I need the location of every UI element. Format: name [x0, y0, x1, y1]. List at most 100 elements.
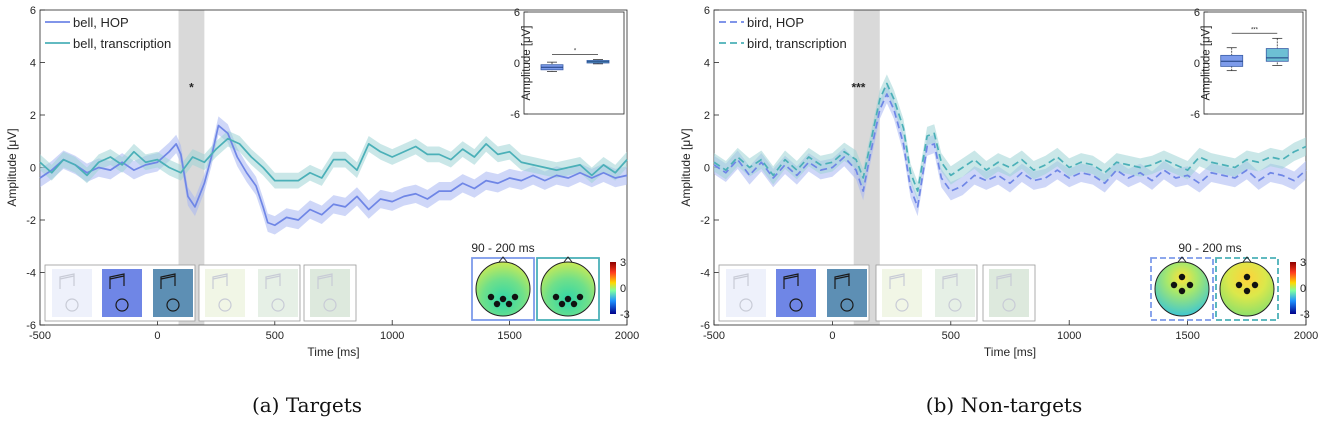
note-icon — [317, 273, 333, 289]
topomap-electrode — [552, 293, 560, 301]
colorbar — [610, 262, 616, 314]
note-icon — [212, 273, 228, 289]
topomap-electrode — [1186, 281, 1194, 289]
person-icon — [65, 298, 79, 312]
x-axis-label: Time [ms] — [307, 345, 359, 359]
y-tick-label: 6 — [30, 5, 36, 17]
topomap-electrode — [570, 300, 578, 308]
inset-y-axis-label: Amplitude [μV] — [521, 25, 533, 100]
person-icon — [948, 298, 962, 312]
panel-a: -6 -4 -2 0 2 4 6 -500 0 500 1000 1500 2000 Time [ms] A… — [5, 5, 639, 417]
x-tick-label: 0 — [154, 330, 160, 342]
y-tick-label: 4 — [30, 58, 36, 70]
colorbar-tick-label: 3 — [620, 257, 626, 269]
person-icon — [739, 298, 753, 312]
note-icon — [733, 273, 749, 289]
legend-entry-hop: bell, HOP — [73, 15, 129, 30]
inset-significance-marker: *** — [1251, 27, 1259, 33]
y-axis-label: Amplitude [μV] — [679, 128, 693, 206]
x-tick-label: 500 — [266, 330, 284, 342]
note-icon — [783, 273, 799, 289]
inset-y-axis-label: Amplitude [μV] — [1201, 25, 1213, 100]
inset-y-tick-label: 6 — [514, 7, 520, 19]
topomap-electrode — [1251, 281, 1259, 289]
person-icon — [166, 298, 180, 312]
note-icon — [834, 273, 850, 289]
y-axis-label: Amplitude [μV] — [5, 128, 19, 206]
topomap-nose — [563, 256, 573, 263]
inset-y-tick-label: 0 — [1194, 58, 1200, 70]
colorbar-tick-label: 0 — [620, 283, 626, 295]
person-icon — [840, 298, 854, 312]
person-icon — [218, 298, 232, 312]
significance-marker: * — [189, 80, 194, 94]
series-band-transcription — [714, 74, 1306, 201]
y-tick-label: -6 — [26, 320, 36, 332]
legend-entry-transcription: bird, transcription — [747, 36, 847, 51]
topomap-electrode — [487, 293, 495, 301]
series-line-transcription — [713, 82, 1307, 192]
topomap-electrode — [1243, 287, 1251, 295]
y-tick-label: 0 — [30, 163, 36, 175]
colorbar-tick-label: 3 — [1300, 257, 1306, 269]
person-icon — [895, 298, 909, 312]
topomap-nose — [498, 256, 508, 263]
y-tick-label: -6 — [700, 320, 710, 332]
inset-y-tick-label: 0 — [514, 58, 520, 70]
colorbar-tick-label: 0 — [1300, 283, 1306, 295]
y-tick-label: -2 — [26, 215, 36, 227]
note-icon — [109, 273, 125, 289]
x-tick-label: 500 — [942, 330, 960, 342]
y-tick-label: 4 — [704, 58, 710, 70]
y-tick-label: -4 — [26, 268, 36, 280]
legend-entry-hop: bird, HOP — [747, 15, 804, 30]
series-line-hop — [39, 124, 628, 227]
colorbar-tick-label: -3 — [1300, 309, 1310, 321]
y-tick-label: 6 — [704, 5, 710, 17]
topomap-electrode — [1178, 287, 1186, 295]
note-icon — [942, 273, 958, 289]
x-tick-label: -500 — [29, 330, 51, 342]
topomap-electrode — [493, 300, 501, 308]
x-tick-label: 0 — [829, 330, 835, 342]
x-tick-label: 1000 — [380, 330, 404, 342]
x-tick-label: -500 — [703, 330, 725, 342]
inset-y-tick-label: -6 — [510, 109, 520, 121]
series-line-hop — [713, 93, 1307, 208]
x-tick-label: 2000 — [615, 330, 639, 342]
caption: (b) Non-targets — [926, 393, 1082, 417]
topomap-electrode — [1235, 281, 1243, 289]
significance-marker: *** — [851, 80, 865, 94]
topomap-electrode — [1243, 273, 1251, 281]
note-icon — [160, 273, 176, 289]
colorbar-tick-label: -3 — [620, 309, 630, 321]
topomap-electrode — [1178, 273, 1186, 281]
y-tick-label: -2 — [700, 215, 710, 227]
topomap-electrode — [505, 300, 513, 308]
topomap-head — [475, 261, 531, 317]
inset-box-transcription — [1265, 48, 1289, 62]
inset-y-tick-label: 6 — [1194, 7, 1200, 19]
note-icon — [59, 273, 75, 289]
x-axis-label: Time [ms] — [984, 345, 1036, 359]
x-tick-label: 2000 — [1294, 330, 1318, 342]
x-tick-label: 1500 — [497, 330, 521, 342]
person-icon — [789, 298, 803, 312]
topomap-nose — [1242, 256, 1252, 263]
topomap-electrode — [564, 295, 572, 303]
y-tick-label: 2 — [704, 110, 710, 122]
topomap-window-label: 90 - 200 ms — [1178, 241, 1241, 255]
panel-b: -6 -4 -2 0 2 4 6 -500 0 500 1000 1500 2000 Time [ms] A… — [679, 5, 1318, 417]
topomap-head — [540, 261, 596, 317]
y-tick-label: 0 — [704, 163, 710, 175]
topomap-electrode — [499, 295, 507, 303]
legend-entry-transcription: bell, transcription — [73, 36, 171, 51]
person-icon — [323, 298, 337, 312]
topomap-nose — [1177, 256, 1187, 263]
topomap-electrode — [511, 293, 519, 301]
series-line-transcription — [39, 137, 628, 182]
topomap-electrode — [1170, 281, 1178, 289]
person-icon — [1002, 298, 1016, 312]
note-icon — [265, 273, 281, 289]
